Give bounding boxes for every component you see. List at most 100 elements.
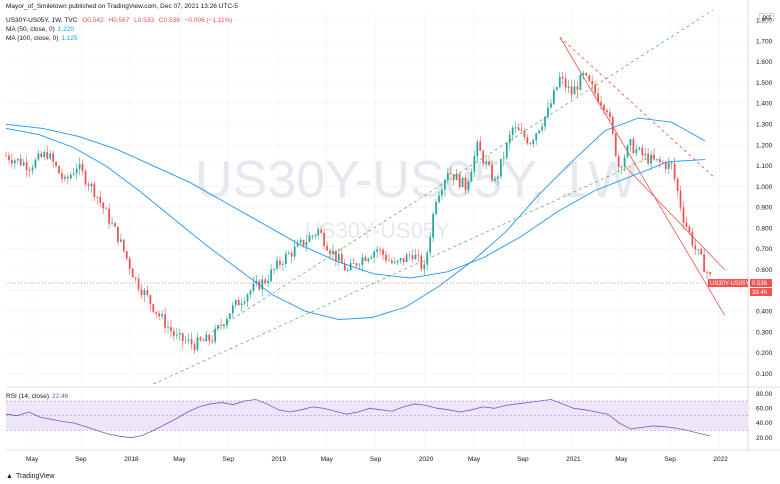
rsi-axis[interactable]: 80.00 60.00 40.00 20.00: [756, 391, 773, 442]
candle-body: [550, 103, 552, 108]
ma50-legend[interactable]: MA (50, close, 0) 1.220: [6, 26, 77, 34]
candle-body: [335, 250, 337, 261]
candle-body: [246, 294, 249, 302]
candle-body: [217, 325, 219, 329]
candle-body: [564, 78, 567, 88]
candle-body: [508, 134, 511, 144]
candle-body: [700, 249, 703, 255]
rsi-value: 22.46: [52, 393, 69, 400]
candle-body: [8, 155, 10, 160]
candle-body: [214, 328, 217, 342]
candle-body: [43, 152, 46, 157]
candle-body: [629, 139, 632, 146]
candle-body: [231, 305, 234, 314]
ohlc-change: −0.006 (−1.11%): [184, 17, 233, 24]
time-tick-label: May: [321, 456, 334, 463]
candle-body: [685, 222, 688, 227]
symbol-text[interactable]: US30Y-US05Y, 1W, TVC: [6, 17, 78, 24]
candle-body: [149, 295, 152, 304]
price-tick-label: 1.200: [756, 142, 773, 149]
candle-body: [600, 101, 602, 105]
candle-body: [72, 173, 75, 175]
candle-body: [650, 154, 652, 164]
candle-body: [623, 157, 626, 167]
candle-body: [361, 257, 364, 265]
candle-body: [190, 339, 193, 345]
rsi-band-fill: [6, 401, 748, 431]
candle-body: [673, 163, 676, 179]
candle-body: [75, 168, 78, 174]
time-tick-label: Sep: [75, 456, 87, 463]
candle-body: [99, 197, 102, 203]
candle-body: [541, 126, 543, 131]
candle-body: [11, 159, 13, 164]
candle-body: [134, 277, 137, 279]
candle-body: [452, 174, 455, 181]
candle-body: [196, 337, 199, 351]
price-tick-label: 0.200: [756, 350, 773, 357]
candle-body: [211, 340, 214, 342]
candle-body: [594, 84, 597, 94]
candle-body: [137, 278, 140, 290]
candle-body: [61, 173, 63, 179]
ma50-line: [5, 117, 706, 321]
price-tick-label: 0.400: [756, 308, 773, 315]
price-axis[interactable]: 1.8001.7001.6001.5001.4001.3001.2001.100…: [756, 18, 773, 378]
candle-body: [446, 173, 449, 180]
candle-body: [305, 241, 308, 246]
candle-body: [679, 190, 682, 208]
candle-body: [614, 133, 617, 156]
candle-body: [635, 149, 638, 154]
candle-body: [611, 117, 614, 134]
candle-body: [420, 255, 423, 269]
price-tick-label: 0.900: [756, 205, 773, 212]
channel-lines: [153, 9, 726, 385]
ma100-label: MA (100, close, 0): [6, 35, 59, 42]
candle-body: [290, 253, 293, 257]
candle-body: [87, 184, 90, 187]
candle-body: [585, 72, 588, 76]
candle-body: [261, 279, 264, 290]
time-axis[interactable]: May Sep 2018 May Sep 2019 May Sep 2020 May Sep 2021…: [26, 456, 728, 463]
candle-body: [376, 249, 379, 252]
candle-body: [382, 249, 384, 255]
candle-body: [31, 167, 34, 171]
candle-body: [16, 158, 19, 161]
candle-body: [108, 208, 110, 224]
candle-body: [703, 254, 705, 273]
time-tick-label: 2018: [124, 456, 139, 463]
candle-body: [22, 162, 25, 166]
candle-body: [526, 137, 529, 144]
candle-body: [444, 179, 446, 190]
candle-body: [140, 289, 143, 296]
candle-body: [264, 279, 267, 283]
rsi-legend[interactable]: RSI (14, close) 22.46: [6, 393, 71, 401]
candle-body: [535, 133, 538, 141]
candle-body: [709, 272, 711, 275]
candle-body: [644, 153, 647, 156]
candle-body: [131, 268, 134, 278]
candle-body: [706, 272, 708, 273]
candle-body: [64, 176, 66, 179]
candle-body: [55, 161, 57, 167]
time-tick-label: 2021: [566, 456, 581, 463]
time-tick-label: Sep: [222, 456, 234, 463]
downtrend-channel-lower: [624, 165, 726, 270]
rsi-tick-label: 40.00: [756, 420, 773, 427]
tradingview-logo[interactable]: ▲ TradingView: [6, 473, 54, 480]
candle-body: [626, 145, 629, 158]
ma100-legend[interactable]: MA (100, close, 0) 1.125: [6, 35, 81, 43]
candle-body: [355, 263, 358, 266]
candle-body: [688, 226, 691, 232]
candle-body: [555, 87, 558, 91]
candle-body: [329, 250, 331, 255]
scale-unit-label[interactable]: pct: [759, 13, 774, 22]
candle-body: [205, 334, 208, 342]
candle-body: [461, 177, 464, 188]
candle-body: [620, 166, 623, 168]
candle-body: [308, 236, 311, 242]
candle-body: [379, 249, 381, 251]
candle-body: [385, 254, 387, 261]
time-tick-label: May: [615, 456, 628, 463]
